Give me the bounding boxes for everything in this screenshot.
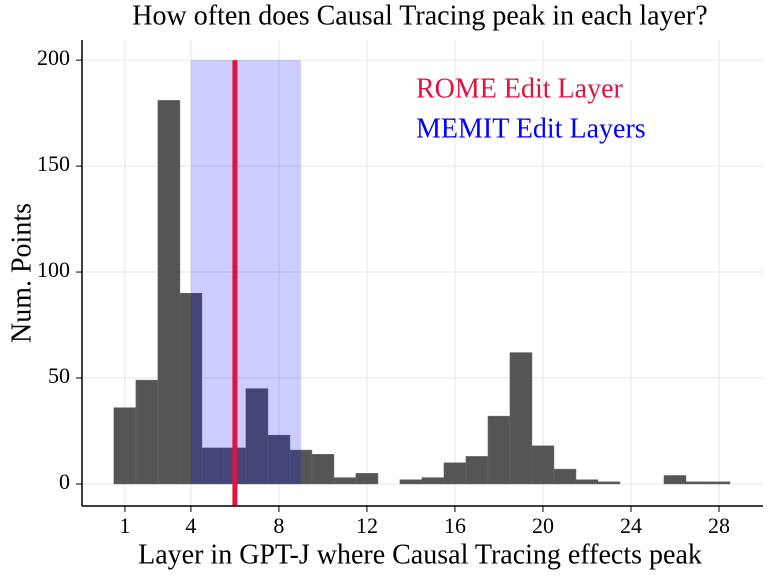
x-tick-label: 20	[532, 513, 554, 538]
x-tick-label: 12	[356, 513, 378, 538]
x-tick-label: 4	[185, 513, 196, 538]
x-tick-label: 1	[119, 513, 130, 538]
bar	[355, 473, 379, 485]
y-tick-label: 100	[37, 257, 70, 282]
bar	[421, 477, 445, 485]
bar	[443, 462, 467, 485]
bar	[685, 481, 709, 485]
bar	[509, 352, 533, 485]
y-tick-label: 150	[37, 151, 70, 176]
y-tick-label: 0	[59, 469, 70, 494]
legend-label: MEMIT Edit Layers	[416, 113, 646, 144]
y-tick-label: 50	[48, 363, 70, 388]
bar	[157, 100, 181, 485]
chart-title: How often does Causal Tracing peak in ea…	[132, 0, 707, 31]
bar	[135, 379, 159, 485]
bar	[333, 477, 357, 485]
x-tick-label: 24	[620, 513, 642, 538]
bar	[597, 481, 621, 485]
bar	[311, 454, 335, 485]
memit-band	[190, 60, 301, 484]
x-tick-label: 28	[708, 513, 730, 538]
y-tick-label: 200	[37, 45, 70, 70]
legend-label: ROME Edit Layer	[416, 73, 624, 104]
bar	[113, 407, 137, 485]
bar	[553, 468, 577, 485]
bar	[487, 415, 511, 485]
bar	[179, 292, 203, 485]
bar	[531, 445, 555, 485]
bar	[663, 475, 687, 485]
bar	[399, 479, 423, 485]
y-axis-label: Num. Points	[6, 203, 37, 343]
bar	[465, 456, 489, 485]
bar	[575, 479, 599, 485]
bar	[707, 481, 731, 485]
x-axis-label: Layer in GPT-J where Causal Tracing effe…	[138, 539, 702, 570]
x-tick-label: 16	[444, 513, 466, 538]
x-tick-label: 8	[273, 513, 284, 538]
